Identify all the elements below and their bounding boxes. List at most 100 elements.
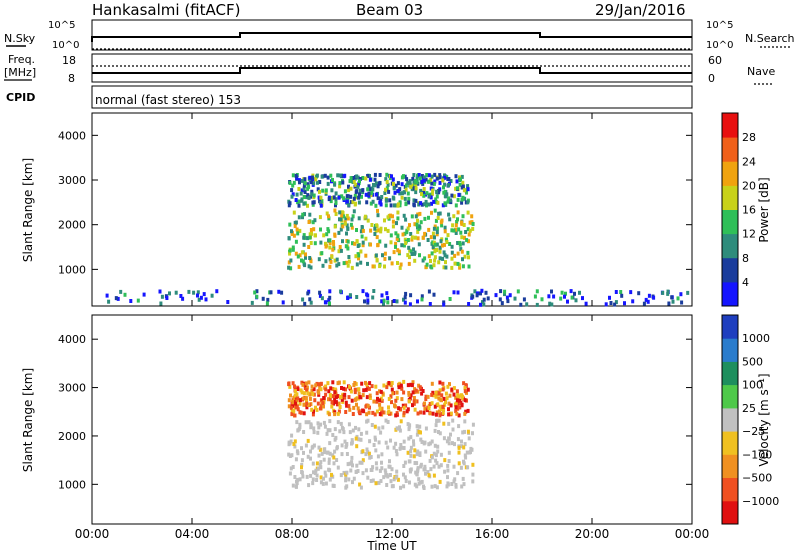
range-gate-cell — [424, 426, 428, 431]
range-gate-cell — [330, 404, 334, 409]
range-gate-cell — [293, 393, 297, 398]
range-gate-cell — [296, 451, 300, 456]
range-gate-cell — [300, 197, 304, 202]
colorbar-swatch — [722, 384, 738, 409]
range-gate-cell — [370, 190, 374, 195]
range-gate-cell — [471, 431, 474, 436]
range-gate-cell — [431, 245, 435, 250]
range-gate-cell — [322, 476, 325, 481]
range-gate-cell — [294, 484, 298, 489]
range-gate-cell — [396, 261, 399, 265]
range-gate-cell — [384, 470, 388, 475]
range-gate-cell — [416, 236, 420, 241]
range-gate-cell — [454, 483, 458, 487]
range-gate-cell — [679, 292, 683, 297]
range-gate-cell — [364, 468, 368, 473]
range-gate-cell — [317, 382, 320, 387]
range-gate-cell — [454, 409, 458, 414]
range-gate-cell — [192, 290, 196, 295]
range-gate-cell — [407, 200, 411, 205]
range-gate-cell — [446, 475, 449, 480]
range-gate-cell — [394, 231, 398, 236]
range-gate-cell — [357, 391, 361, 396]
range-gate-cell — [445, 240, 449, 244]
range-gate-cell — [354, 201, 357, 206]
range-gate-cell — [306, 203, 309, 208]
range-gate-cell — [430, 439, 434, 444]
range-gate-cell — [457, 413, 461, 418]
range-gate-cell — [300, 470, 304, 475]
colorbar-tick-label: 100 — [742, 379, 763, 392]
range-gate-cell — [451, 418, 455, 423]
range-gate-cell — [315, 478, 319, 482]
range-gate-cell — [371, 410, 375, 415]
range-gate-cell — [347, 188, 351, 193]
range-gate-cell — [355, 444, 359, 449]
range-gate-cell — [339, 248, 343, 253]
range-gate-cell — [330, 254, 334, 259]
range-gate-cell — [404, 241, 408, 245]
range-gate-cell — [433, 255, 437, 260]
range-gate-cell — [306, 182, 310, 187]
ytick-label: 4000 — [58, 333, 86, 346]
range-gate-cell — [447, 441, 451, 446]
range-gate-cell — [288, 251, 292, 256]
range-gate-cell — [405, 230, 409, 235]
range-gate-cell — [350, 225, 354, 230]
range-gate-cell — [463, 411, 467, 416]
range-gate-cell — [402, 413, 406, 418]
range-gate-cell — [407, 459, 411, 464]
range-gate-cell — [333, 387, 337, 392]
range-gate-cell — [196, 290, 200, 295]
range-gate-cell — [443, 458, 447, 463]
range-gate-cell — [427, 173, 431, 178]
range-gate-cell — [346, 216, 350, 221]
range-gate-cell — [432, 263, 436, 268]
range-gate-cell — [444, 265, 448, 270]
nave-tick-top: 60 — [708, 54, 722, 67]
range-gate-cell — [503, 289, 507, 294]
range-gate-cell — [430, 381, 434, 386]
range-gate-cell — [407, 261, 411, 266]
range-gate-cell — [360, 194, 363, 199]
nsky-label: N.Sky — [4, 32, 36, 45]
range-gate-cell — [342, 261, 346, 266]
range-gate-cell — [347, 184, 350, 189]
range-gate-cell — [395, 426, 399, 431]
range-gate-cell — [443, 173, 446, 178]
range-gate-cell — [434, 394, 438, 399]
range-gate-cell — [380, 452, 384, 457]
range-gate-cell — [620, 293, 624, 298]
range-gate-cell — [321, 481, 325, 486]
range-gate-cell — [383, 256, 387, 261]
range-gate-cell — [202, 292, 206, 297]
range-gate-cell — [343, 221, 347, 226]
range-gate-cell — [467, 436, 471, 441]
range-gate-cell — [380, 466, 384, 471]
range-gate-cell — [438, 249, 442, 254]
range-gate-cell — [378, 181, 382, 185]
range-gate-cell — [365, 430, 369, 435]
range-gate-cell — [306, 291, 310, 296]
range-gate-cell — [448, 217, 452, 222]
range-gate-cell — [420, 479, 424, 484]
range-gate-cell — [465, 238, 469, 243]
range-gate-cell — [388, 459, 391, 464]
range-gate-cell — [255, 294, 259, 299]
range-gate-cell — [462, 381, 466, 386]
range-gate-cell — [454, 231, 458, 235]
range-gate-cell — [446, 463, 450, 468]
range-gate-cell — [302, 186, 306, 191]
range-gate-cell — [344, 474, 348, 479]
range-gate-cell — [436, 216, 440, 220]
range-gate-cell — [408, 223, 411, 228]
range-gate-cell — [347, 255, 351, 259]
range-gate-cell — [454, 227, 457, 232]
range-gate-cell — [333, 233, 337, 238]
range-gate-cell — [442, 408, 445, 412]
range-gate-cell — [331, 433, 335, 437]
range-gate-cell — [461, 195, 465, 200]
range-gate-cell — [377, 426, 381, 431]
range-gate-cell — [355, 174, 359, 179]
